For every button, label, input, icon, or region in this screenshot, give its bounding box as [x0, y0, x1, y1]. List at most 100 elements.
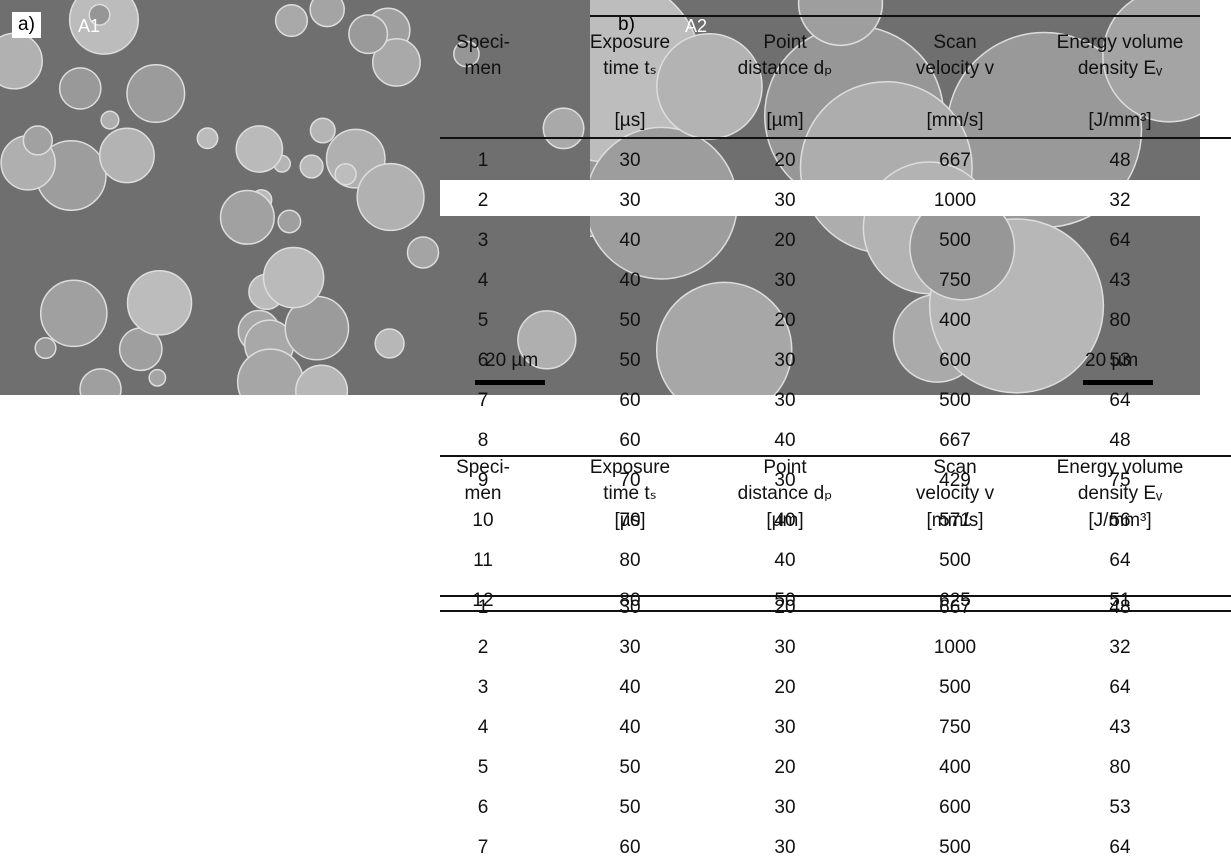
header-cell: time tₛ [603, 58, 657, 80]
table-cell: 30 [774, 190, 795, 212]
table-cell: 500 [939, 230, 971, 252]
header-cell: [J/mm³] [1088, 110, 1151, 132]
table-cell: 48 [1109, 597, 1130, 619]
table-cell: 5 [478, 757, 489, 779]
table-cell: 7 [478, 837, 489, 859]
table-cell: 10 [472, 510, 493, 532]
table-cell: 20 [774, 757, 795, 779]
table-cell: 64 [1109, 550, 1130, 572]
header-cell: distance dₚ [738, 483, 833, 505]
table-cell: 30 [774, 637, 795, 659]
table-cell: 400 [939, 310, 971, 332]
table-cell: 43 [1109, 717, 1130, 739]
table-rule [440, 137, 1231, 139]
header-cell: Energy volume [1057, 457, 1184, 479]
table-cell: 1000 [934, 637, 976, 659]
table-cell: 30 [774, 390, 795, 412]
table-cell: 750 [939, 717, 971, 739]
table-cell: 40 [619, 230, 640, 252]
header-cell: Scan [933, 457, 976, 479]
scale-label: 20 µm [485, 350, 538, 372]
table-cell: 80 [1109, 757, 1130, 779]
table-cell: 40 [619, 677, 640, 699]
header-cell: [µm] [766, 110, 803, 132]
table-cell: 20 [774, 677, 795, 699]
table-cell: 4 [478, 717, 489, 739]
table-cell: 1 [478, 597, 489, 619]
table-cell: 600 [939, 350, 971, 372]
table-cell: 64 [1109, 230, 1130, 252]
table-cell: 30 [619, 190, 640, 212]
panel-tag: A1 [78, 16, 100, 37]
table-cell: 500 [939, 837, 971, 859]
table-cell: 11 [473, 550, 493, 572]
header-cell: density Eᵥ [1078, 483, 1162, 505]
header-cell: Speci- [456, 457, 510, 479]
table-cell: 53 [1109, 797, 1130, 819]
table-cell: 50 [619, 310, 640, 332]
row-band [440, 180, 1200, 216]
table-cell: 48 [1109, 430, 1130, 452]
table-cell: 3 [478, 677, 489, 699]
table-cell: 500 [939, 677, 971, 699]
table-cell: 667 [939, 150, 971, 172]
table-cell: 2 [478, 190, 489, 212]
table-cell: 30 [619, 597, 640, 619]
header-cell: velocity v [916, 483, 994, 505]
table-cell: 750 [939, 270, 971, 292]
table-cell: 40 [619, 270, 640, 292]
table-rule [590, 15, 1200, 17]
table-cell: 64 [1109, 390, 1130, 412]
table-cell: 20 [774, 310, 795, 332]
table-cell: 500 [939, 390, 971, 412]
scale-bar [1083, 380, 1153, 385]
table-cell: 48 [1109, 150, 1130, 172]
header-cell: velocity v [916, 58, 994, 80]
table-cell: 30 [774, 270, 795, 292]
panel-label: a) [12, 12, 41, 38]
table-cell: 30 [774, 837, 795, 859]
header-cell: [mm/s] [927, 110, 984, 132]
table-cell: 64 [1109, 837, 1130, 859]
header-cell: density Eᵥ [1078, 58, 1162, 80]
header-cell: [J/mm³] [1088, 510, 1151, 532]
header-cell: [µm] [766, 510, 803, 532]
table-cell: 50 [619, 797, 640, 819]
table-cell: 1 [478, 150, 489, 172]
scale-bar [475, 380, 545, 385]
page: a)A120 µmb)A220 µmSpeci-menExposuretime … [0, 0, 1231, 868]
table-cell: 400 [939, 757, 971, 779]
table-cell: 8 [478, 430, 489, 452]
table-cell: 30 [774, 350, 795, 372]
header-cell: Exposure [590, 457, 670, 479]
table-cell: 60 [619, 430, 640, 452]
table-cell: 30 [774, 797, 795, 819]
table-cell: 20 [774, 150, 795, 172]
table-cell: 40 [774, 430, 795, 452]
table-cell: 20 [774, 230, 795, 252]
table-cell: 6 [478, 350, 489, 372]
header-cell: time tₛ [603, 483, 657, 505]
table-cell: 20 [774, 597, 795, 619]
table-cell: 30 [774, 717, 795, 739]
table-cell: 43 [1109, 270, 1130, 292]
header-cell: distance dₚ [738, 58, 833, 80]
header-cell: Point [763, 32, 806, 54]
table-cell: 32 [1109, 637, 1130, 659]
header-cell: Scan [933, 32, 976, 54]
table-cell: 500 [939, 550, 971, 572]
table-cell: 64 [1109, 677, 1130, 699]
header-cell: Point [763, 457, 806, 479]
table-cell: 80 [619, 550, 640, 572]
header-cell: men [465, 483, 502, 505]
table-cell: 7 [478, 390, 489, 412]
table-cell: 40 [774, 550, 795, 572]
table-cell: 53 [1109, 350, 1130, 372]
header-cell: Energy volume [1057, 32, 1184, 54]
header-cell: Speci- [456, 32, 510, 54]
table-cell: 4 [478, 270, 489, 292]
table-cell: 667 [939, 597, 971, 619]
header-cell: [mm/s] [927, 510, 984, 532]
panel-tag: A2 [685, 16, 707, 37]
table-cell: 6 [478, 797, 489, 819]
